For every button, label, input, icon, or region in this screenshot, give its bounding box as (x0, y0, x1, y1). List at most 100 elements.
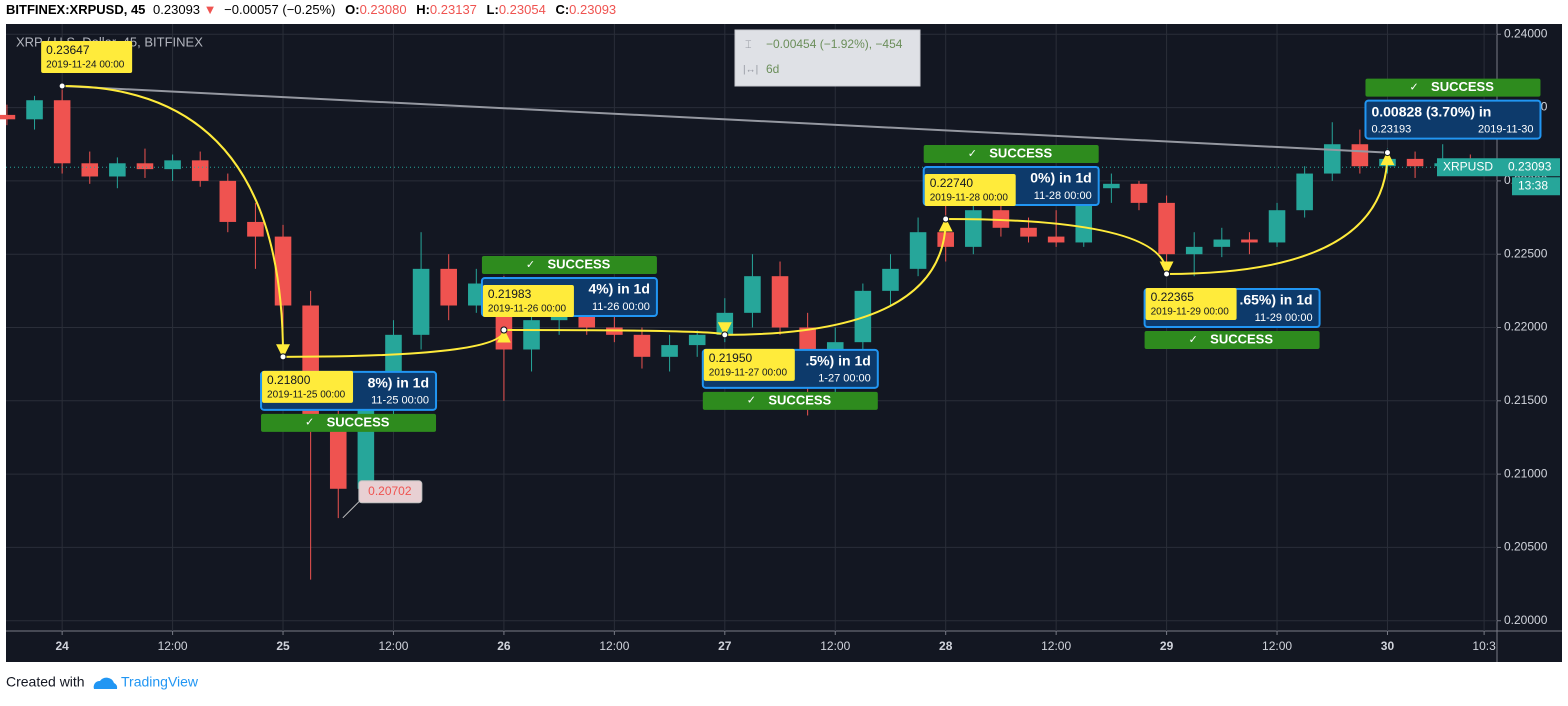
forecast-source-date: 2019-11-27 00:00 (709, 367, 788, 378)
x-tick-label: 24 (55, 639, 69, 653)
ohlc-value: 0.23137 (430, 2, 477, 17)
forecast-result: 4%) in 1d (588, 281, 649, 297)
forecast-source-date: 2019-11-26 00:00 (488, 304, 567, 315)
forecast-result: .5%) in 1d (805, 353, 870, 369)
forecast-source-date: 2019-11-28 00:00 (930, 193, 1009, 204)
low-label-box (358, 480, 423, 504)
success-label: SUCCESS (989, 145, 1052, 160)
candle-body (1241, 239, 1258, 243)
forecast-curve (945, 218, 1174, 276)
x-tick-label: 29 (1160, 639, 1174, 653)
forecast-source-box (924, 174, 1016, 207)
success-badge (1365, 78, 1541, 97)
success-label: SUCCESS (327, 414, 390, 429)
y-tick-label: 0.22500 (1504, 246, 1548, 260)
candle-body (81, 163, 99, 177)
candle-body (1130, 183, 1148, 203)
forecast-curve (1166, 151, 1395, 275)
candle-body (1406, 158, 1424, 167)
forecast-target-dot (1383, 149, 1391, 157)
measure-text: −0.00454 (−1.92%), −454 (766, 37, 903, 51)
candle-body (164, 160, 181, 170)
ohlc-value: 0.23054 (499, 2, 546, 17)
forecast-result-date: 11-25 00:00 (371, 395, 429, 407)
forecast-source-price: 0.21800 (267, 373, 311, 387)
low-label: 0.20702 (368, 484, 412, 498)
candle-body (661, 345, 678, 357)
measure-span: 6d (766, 62, 779, 76)
forecast-result-box (1364, 99, 1542, 140)
candle-body (136, 163, 154, 170)
candle-body (771, 276, 789, 328)
forecast-source-date: 2019-11-25 00:00 (267, 389, 346, 400)
footer-brand[interactable]: TradingView (121, 674, 199, 690)
success-check: ✓ (526, 259, 535, 271)
chart-background (6, 24, 1562, 662)
header: BITFINEX:XRPUSD, 45 0.23093 ▼ −0.00057 (… (6, 2, 616, 17)
forecast-result: 0%) in 1d (1030, 170, 1091, 186)
forecast-result: 0.00828 (3.70%) in (1371, 103, 1491, 119)
candle-body (523, 320, 540, 350)
plot (0, 24, 1497, 631)
forecast-result-date: 11-29 00:00 (1255, 312, 1313, 324)
y-tick-label: 0.20000 (1504, 613, 1548, 627)
candle-body (965, 210, 982, 247)
success-label: SUCCESS (768, 392, 831, 407)
candle-body (468, 283, 485, 306)
forecast-source-date: 2019-11-29 00:00 (1151, 307, 1230, 318)
forecast-result-date: 2019-11-30 (1478, 123, 1533, 135)
candle-body (109, 163, 126, 177)
candle-body (247, 221, 264, 237)
candle-body (1213, 239, 1231, 247)
ohlc-value: 0.23093 (569, 2, 616, 17)
success-badge (702, 391, 878, 410)
symbol: BITFINEX:XRPUSD, 45 (6, 2, 145, 17)
candle-body (633, 334, 651, 357)
success-badge (923, 145, 1099, 164)
tradingview-logo (93, 677, 118, 689)
ohlc-value: 0.23080 (360, 2, 407, 17)
x-tick-label: 12:00 (599, 639, 629, 653)
x-tick-label: 10:3 (1472, 639, 1496, 653)
ohlc-key: O: (345, 2, 359, 17)
footer-text: Created with (6, 674, 85, 690)
success-check: ✓ (747, 395, 756, 407)
forecast-source-dot (500, 326, 508, 334)
candle-body (26, 100, 43, 120)
y-tick-label: 0.21000 (1504, 466, 1548, 480)
candle-body (744, 276, 761, 313)
forecast-source-dot (1163, 270, 1171, 278)
candle-body (1268, 210, 1286, 243)
forecast-source-dot (279, 353, 287, 361)
y-tick-label: 0.24000 (1504, 26, 1548, 40)
success-label: SUCCESS (1210, 331, 1273, 346)
countdown: 13:38 (1518, 178, 1548, 192)
success-label: SUCCESS (1431, 79, 1494, 94)
candle-body (688, 334, 706, 346)
forecast-source-dot (942, 215, 950, 223)
success-badge (481, 255, 657, 274)
forecast-source-box (482, 284, 574, 317)
candle-body (1020, 227, 1037, 237)
forecast-curve (62, 85, 291, 359)
trend-line (62, 85, 1388, 154)
forecast-source-box (41, 41, 133, 74)
candle-body (53, 100, 71, 164)
candle-body (1351, 144, 1369, 167)
x-tick-label: 27 (718, 639, 732, 653)
forecast-source-price: 0.22740 (930, 176, 974, 190)
y-tick-label: 0.20500 (1504, 540, 1548, 554)
ohlc-key: H: (416, 2, 430, 17)
forecast-curve (503, 322, 732, 337)
success-check: ✓ (1189, 334, 1198, 346)
forecast-result-date: 11-28 00:00 (1034, 190, 1092, 202)
forecast-source-price: 0.23647 (46, 43, 90, 57)
candle-body (219, 180, 237, 222)
low-pointer (342, 499, 362, 519)
candle-body (1158, 202, 1175, 255)
candle-body (937, 232, 954, 247)
x-tick-label: 12:00 (1041, 639, 1071, 653)
candle-body (412, 268, 430, 335)
